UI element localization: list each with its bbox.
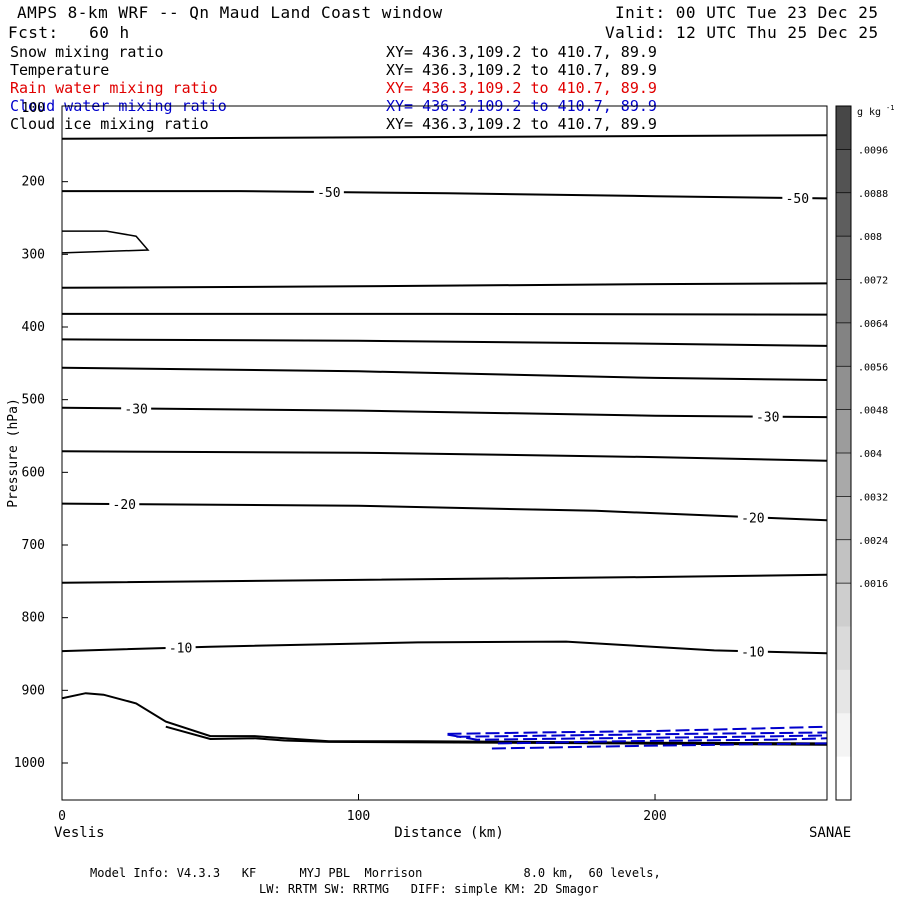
colorbar-swatch	[836, 713, 851, 758]
colorbar-swatch	[836, 626, 851, 671]
colorbar-label: .0064	[858, 319, 888, 330]
init-time: Init: 00 UTC Tue 23 Dec 25	[615, 3, 879, 22]
colorbar-label: .008	[858, 232, 882, 243]
colorbar-swatch	[836, 236, 851, 280]
colorbar-swatch	[836, 409, 851, 454]
temperature-contour	[62, 338, 827, 347]
colorbar-label: .004	[858, 449, 882, 460]
x-tick-label: 100	[347, 809, 370, 824]
endpoint-left: Veslis	[54, 825, 105, 841]
temperature-contour	[62, 190, 827, 200]
colorbar-label: .0048	[858, 406, 888, 417]
temperature-contour	[62, 406, 827, 419]
x-axis-label: Distance (km)	[394, 825, 504, 841]
colorbar-label: .0056	[858, 362, 888, 373]
temperature-contour-label: -20	[741, 511, 764, 526]
colorbar-swatch	[836, 322, 851, 367]
y-tick-label: 600	[22, 465, 45, 480]
forecast-hour: Fcst: 60 h	[8, 23, 130, 42]
y-tick-label: 300	[22, 247, 45, 262]
endpoint-right: SANAE	[809, 825, 851, 841]
colorbar-label: .0096	[858, 145, 888, 156]
colorbar-swatch	[836, 149, 851, 194]
temperature-contour-label: -10	[169, 642, 192, 657]
model-physics: LW: RRTM SW: RRTMG DIFF: simple KM: 2D S…	[259, 882, 599, 896]
legend-label-temperature: Temperature	[10, 61, 110, 79]
temperature-contour-label: -10	[741, 645, 764, 660]
cloud-water-contour	[491, 742, 827, 750]
y-tick-label: 900	[22, 683, 45, 698]
temperature-contour-label: -20	[113, 498, 136, 513]
y-tick-label: 200	[22, 175, 45, 190]
temperature-contour	[62, 312, 827, 316]
colorbar-swatch	[836, 192, 851, 237]
contours: -50 -50 -30 -30 -20 -20 -10 -10	[62, 134, 827, 750]
colorbar: .0096 .0088 .008 .0072 .0064 .0056 .0048 .004 .0…	[835, 104, 894, 801]
colorbar-label: .0016	[858, 579, 888, 590]
legend-xy-cloud-ice: XY= 436.3,109.2 to 410.7, 89.9	[386, 115, 657, 133]
colorbar-label: .0072	[858, 276, 888, 287]
y-tick-label: 1000	[14, 756, 45, 771]
y-tick-label: 500	[22, 393, 45, 408]
temperature-contour	[62, 366, 827, 381]
colorbar-swatch	[836, 756, 851, 801]
temperature-contour	[62, 573, 827, 584]
y-tick-label-top: 100	[22, 101, 45, 116]
temperature-contour	[62, 282, 827, 289]
y-tick-label: 400	[22, 320, 45, 335]
temperature-contour	[62, 134, 827, 140]
y-tick-label: 800	[22, 611, 45, 626]
colorbar-label: .0024	[858, 536, 888, 547]
colorbar-swatch	[836, 279, 851, 324]
legend-xy-snow: XY= 436.3,109.2 to 410.7, 89.9	[386, 43, 657, 61]
chart-title: AMPS 8-km WRF -- Qn Maud Land Coast wind…	[17, 3, 443, 22]
cloud-water-contour	[447, 733, 827, 741]
colorbar-swatch	[836, 669, 851, 714]
temperature-contour-label: -50	[317, 186, 340, 201]
colorbar-swatch	[836, 106, 851, 150]
colorbar-swatch	[836, 583, 851, 627]
cloud-water-contour	[497, 737, 827, 745]
legend-xy-rain: XY= 436.3,109.2 to 410.7, 89.9	[386, 79, 657, 97]
colorbar-unit-exponent: -1	[886, 104, 894, 112]
colorbar-label: .0088	[858, 189, 888, 200]
temperature-contour	[62, 692, 827, 745]
legend-xy-temperature: XY= 436.3,109.2 to 410.7, 89.9	[386, 61, 657, 79]
temperature-contour	[62, 450, 827, 462]
y-tick-label: 700	[22, 538, 45, 553]
x-tick-label: 200	[643, 809, 666, 824]
snow-contour	[62, 230, 150, 254]
colorbar-swatch	[836, 366, 851, 411]
model-info: Model Info: V4.3.3 KF MYJ PBL Morrison 8…	[90, 866, 661, 880]
valid-time: Valid: 12 UTC Thu 25 Dec 25	[605, 23, 879, 42]
temperature-contour-label: -30	[124, 402, 147, 417]
legend-label-rain: Rain water mixing ratio	[10, 79, 218, 97]
legend-label-cloud-ice: Cloud ice mixing ratio	[10, 115, 209, 133]
x-tick-label: 0	[58, 809, 66, 824]
temperature-contour-label: -50	[786, 192, 809, 207]
temperature-contour-label: -30	[756, 411, 779, 426]
plot-frame	[61, 105, 828, 801]
colorbar-label: .0032	[858, 492, 888, 503]
cloud-water-contour	[447, 725, 827, 735]
legend-label-snow: Snow mixing ratio	[10, 43, 164, 61]
colorbar-unit: g kg	[857, 107, 881, 118]
colorbar-swatch	[836, 539, 851, 584]
y-axis-label: Pressure (hPa)	[6, 398, 21, 508]
temperature-contour	[62, 502, 827, 522]
colorbar-swatch	[836, 453, 851, 497]
colorbar-swatch	[836, 496, 851, 541]
